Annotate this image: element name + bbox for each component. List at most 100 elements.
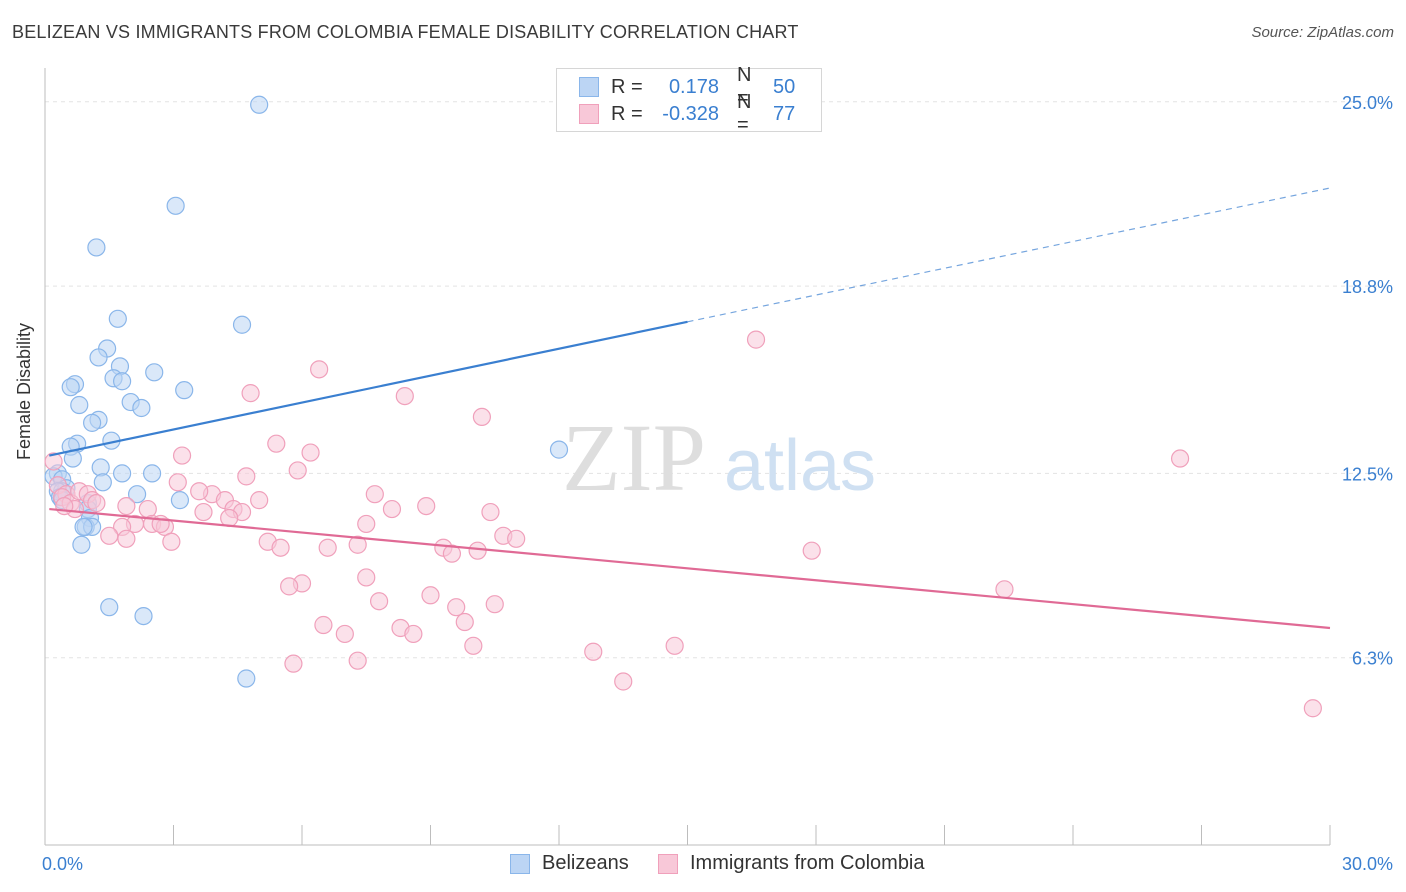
legend-n-value: 50 (773, 75, 796, 98)
data-point (112, 464, 132, 483)
data-point (318, 538, 337, 557)
data-point (108, 309, 127, 328)
trend-line-belizeans (49, 320, 688, 457)
x-tick-label: 30.0% (1342, 854, 1393, 874)
data-point (134, 606, 153, 626)
bottom-legend-label: Immigrants from Colombia (690, 852, 925, 874)
legend-n-value: 77 (773, 102, 796, 125)
data-point (348, 535, 367, 554)
legend-swatch-colombia (579, 104, 599, 124)
data-point (237, 669, 256, 688)
data-point (485, 595, 504, 614)
data-point (271, 538, 290, 557)
data-point (455, 612, 474, 632)
data-point (70, 395, 89, 415)
x-tick-label: 0.0% (42, 854, 83, 874)
data-point (1303, 699, 1322, 718)
data-point (404, 624, 423, 644)
data-point (117, 496, 136, 516)
data-point (284, 654, 303, 673)
data-point (348, 651, 367, 670)
data-point (468, 541, 487, 560)
data-point (194, 502, 213, 522)
data-point (472, 407, 491, 427)
data-point (74, 517, 93, 537)
data-point (190, 482, 209, 501)
data-point (87, 494, 106, 513)
data-point (310, 360, 329, 379)
data-points (44, 95, 1322, 718)
data-point (802, 541, 821, 560)
data-point (168, 473, 187, 492)
data-point (314, 615, 333, 635)
data-point (421, 586, 440, 605)
data-point (89, 348, 108, 367)
data-point (584, 642, 603, 661)
legend-r-value: -0.328 (662, 102, 719, 125)
legend-n-label: N = (737, 64, 752, 109)
data-point (301, 443, 320, 462)
data-point (442, 544, 462, 563)
data-point (100, 598, 119, 617)
data-point (365, 485, 384, 504)
data-point (87, 238, 106, 257)
data-point (357, 568, 376, 587)
data-point (335, 624, 354, 644)
data-point (220, 508, 239, 528)
axes (44, 68, 1331, 846)
watermark-zip: ZIP (562, 404, 706, 511)
data-point (417, 496, 436, 516)
data-point (250, 491, 269, 510)
legend-row-colombia: R = -0.328 N = 77 (579, 91, 796, 136)
data-point (288, 461, 307, 480)
data-point (175, 381, 194, 400)
data-point (93, 473, 112, 492)
trend-line-belizeans-extension (687, 187, 1331, 323)
data-point (481, 502, 500, 522)
data-point (172, 446, 192, 465)
data-point (237, 467, 256, 486)
data-point (127, 485, 147, 504)
data-point (1170, 449, 1190, 468)
data-point (267, 434, 286, 453)
watermark: ZIP atlas (562, 404, 876, 511)
trend-line-colombia (49, 507, 1331, 630)
data-point (91, 458, 110, 477)
trend-lines (49, 187, 1331, 630)
legend-r-label: R = (611, 102, 643, 125)
legend-r-value: 0.178 (668, 75, 719, 98)
data-point (665, 636, 684, 655)
correlation-legend: R = 0.178 N = 50 R = -0.328 N = 77 (556, 64, 822, 136)
data-point (166, 196, 185, 215)
data-point (995, 580, 1014, 599)
legend-r-label: R = (611, 75, 643, 98)
source-label: Source: ZipAtlas.com (1251, 24, 1394, 41)
y-axis-label: Female Disability (14, 322, 34, 460)
data-point (232, 315, 252, 334)
data-point (170, 491, 190, 510)
data-point (746, 330, 766, 349)
bottom-legend-swatch-belizeans (510, 853, 530, 874)
legend-n-label: N = (737, 91, 752, 136)
data-point (142, 464, 162, 483)
data-point (280, 577, 299, 596)
series-colombia (44, 330, 1322, 718)
y-tick-label: 6.3% (1352, 649, 1393, 669)
data-point (100, 526, 119, 545)
data-point (72, 535, 91, 554)
y-tick-label: 18.8% (1342, 277, 1393, 297)
data-point (61, 378, 80, 397)
data-point (83, 413, 102, 432)
data-point (614, 672, 633, 691)
y-tick-label: 12.5% (1342, 464, 1393, 484)
data-point (447, 598, 466, 617)
tick-labels: 6.3% 12.5% 18.8% 25.0% 0.0% 30.0% (42, 93, 1393, 874)
bottom-legend-colombia: Immigrants from Colombia (658, 852, 925, 875)
data-point (250, 95, 269, 114)
data-point (357, 514, 376, 534)
bottom-legend-belizeans: Belizeans (510, 852, 629, 875)
data-point (112, 372, 132, 391)
bottom-legend-swatch-colombia (658, 853, 678, 874)
gridlines (45, 101, 1392, 659)
